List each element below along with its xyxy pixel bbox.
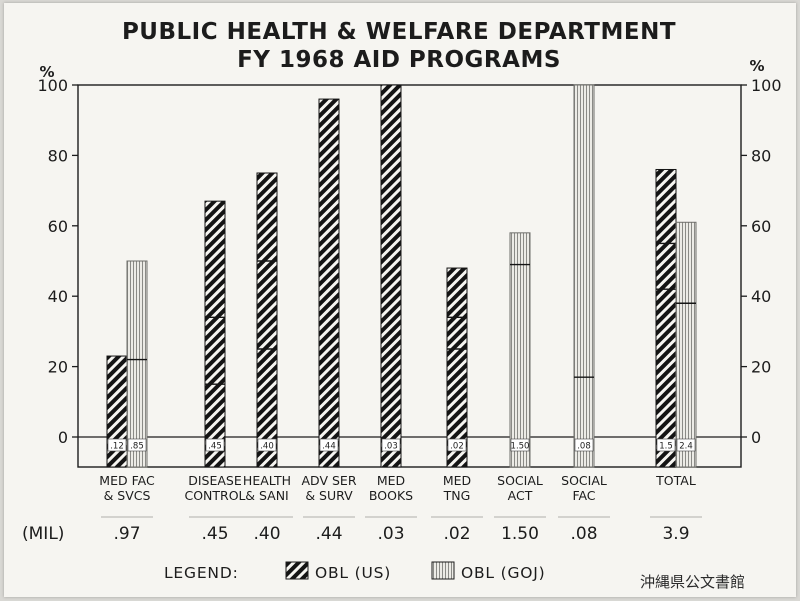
amount-label-goj: 2.4	[679, 442, 693, 452]
amount-label-us: .02	[450, 442, 464, 452]
bar-us	[380, 84, 402, 468]
right-axis-unit: %	[749, 57, 764, 75]
amount-label-box-goj	[127, 438, 147, 452]
amount-label-box-goj	[676, 438, 696, 452]
category-label: MED	[377, 473, 405, 488]
amount-label-goj: .08	[577, 442, 591, 452]
category-label: ADV SER	[302, 473, 357, 488]
left-tick-label: 60	[48, 217, 68, 236]
category-label: & SURV	[305, 488, 353, 503]
mil-value: .97	[113, 524, 140, 544]
amount-label-box-us	[381, 438, 401, 452]
category-label: DISEASE	[188, 473, 242, 488]
bar-us	[318, 98, 340, 468]
bar-us	[446, 267, 468, 468]
amount-label-us: .12	[110, 442, 124, 452]
mil-value: .03	[377, 524, 404, 544]
bar-goj	[126, 260, 148, 468]
amount-label-box-us	[319, 438, 339, 452]
amount-label-goj: 1.50	[511, 442, 530, 452]
archive-watermark: 沖縄県公文書館	[640, 573, 745, 591]
left-axis-unit: %	[39, 63, 54, 81]
mil-row-label: (MIL)	[22, 524, 64, 544]
category-label: & SANI	[245, 488, 288, 503]
bar-us	[204, 200, 226, 468]
amount-label-box-us	[656, 438, 676, 452]
amount-label-us: 1.5	[659, 442, 673, 452]
amount-label-box-us	[447, 438, 467, 452]
category-label: MED FAC	[99, 473, 155, 488]
mil-value: .40	[253, 524, 280, 544]
right-tick-label: 100	[751, 76, 782, 95]
amount-label-goj: .85	[130, 442, 144, 452]
category-label: TNG	[443, 488, 471, 503]
mil-value: .44	[315, 524, 342, 544]
category-label: TOTAL	[655, 473, 696, 488]
amount-label-box-us	[107, 438, 127, 452]
amount-label-us: .40	[260, 442, 274, 452]
category-label: FAC	[572, 488, 595, 503]
bar-us	[655, 168, 677, 468]
bar-us	[256, 172, 278, 468]
amount-label-us: .03	[384, 442, 398, 452]
left-tick-label: 100	[37, 76, 68, 95]
category-label: HEALTH	[243, 473, 291, 488]
left-tick-label: 40	[48, 287, 68, 306]
right-tick-label: 40	[751, 287, 771, 306]
chart-title-line-2: FY 1968 AID PROGRAMS	[237, 47, 561, 73]
amount-label-us: .45	[208, 442, 222, 452]
amount-label-us: .44	[322, 442, 336, 452]
amount-label-box-us	[257, 438, 277, 452]
category-label: ACT	[508, 488, 533, 503]
mil-value: .02	[443, 524, 470, 544]
chart-title-line-1: PUBLIC HEALTH & WELFARE DEPARTMENT	[122, 19, 676, 45]
category-label: SOCIAL	[497, 473, 543, 488]
left-tick-label: 80	[48, 146, 68, 165]
mil-value: .45	[201, 524, 228, 544]
right-tick-label: 60	[751, 217, 771, 236]
amount-label-box-us	[205, 438, 225, 452]
category-label: SOCIAL	[561, 473, 607, 488]
legend-swatch-us	[285, 561, 309, 580]
category-label: MED	[443, 473, 471, 488]
plot-frame	[77, 84, 742, 468]
mil-value: 3.9	[662, 524, 689, 544]
legend-entry-us: OBL (US)	[315, 564, 391, 582]
mil-value: 1.50	[501, 524, 539, 544]
mil-value: .08	[570, 524, 597, 544]
amount-label-box-goj	[510, 438, 530, 452]
left-tick-label: 20	[48, 358, 68, 377]
bar-goj	[509, 232, 531, 468]
category-label: BOOKS	[369, 488, 413, 503]
left-tick-label: 0	[58, 428, 68, 447]
amount-label-box-goj	[574, 438, 594, 452]
right-tick-label: 0	[751, 428, 761, 447]
bar-goj	[573, 84, 595, 468]
legend-entry-goj: OBL (GOJ)	[461, 564, 545, 582]
bar-goj	[675, 221, 697, 468]
legend-swatch-goj	[431, 561, 455, 580]
aid-programs-chart: PUBLIC HEALTH & WELFARE DEPARTMENT FY 19…	[22, 19, 782, 591]
right-tick-label: 20	[751, 358, 771, 377]
category-label: CONTROL	[184, 488, 245, 503]
chart-sheet: PUBLIC HEALTH & WELFARE DEPARTMENT FY 19…	[4, 3, 796, 597]
right-tick-label: 80	[751, 146, 771, 165]
category-label: & SVCS	[104, 488, 151, 503]
legend-label: LEGEND:	[164, 564, 239, 582]
